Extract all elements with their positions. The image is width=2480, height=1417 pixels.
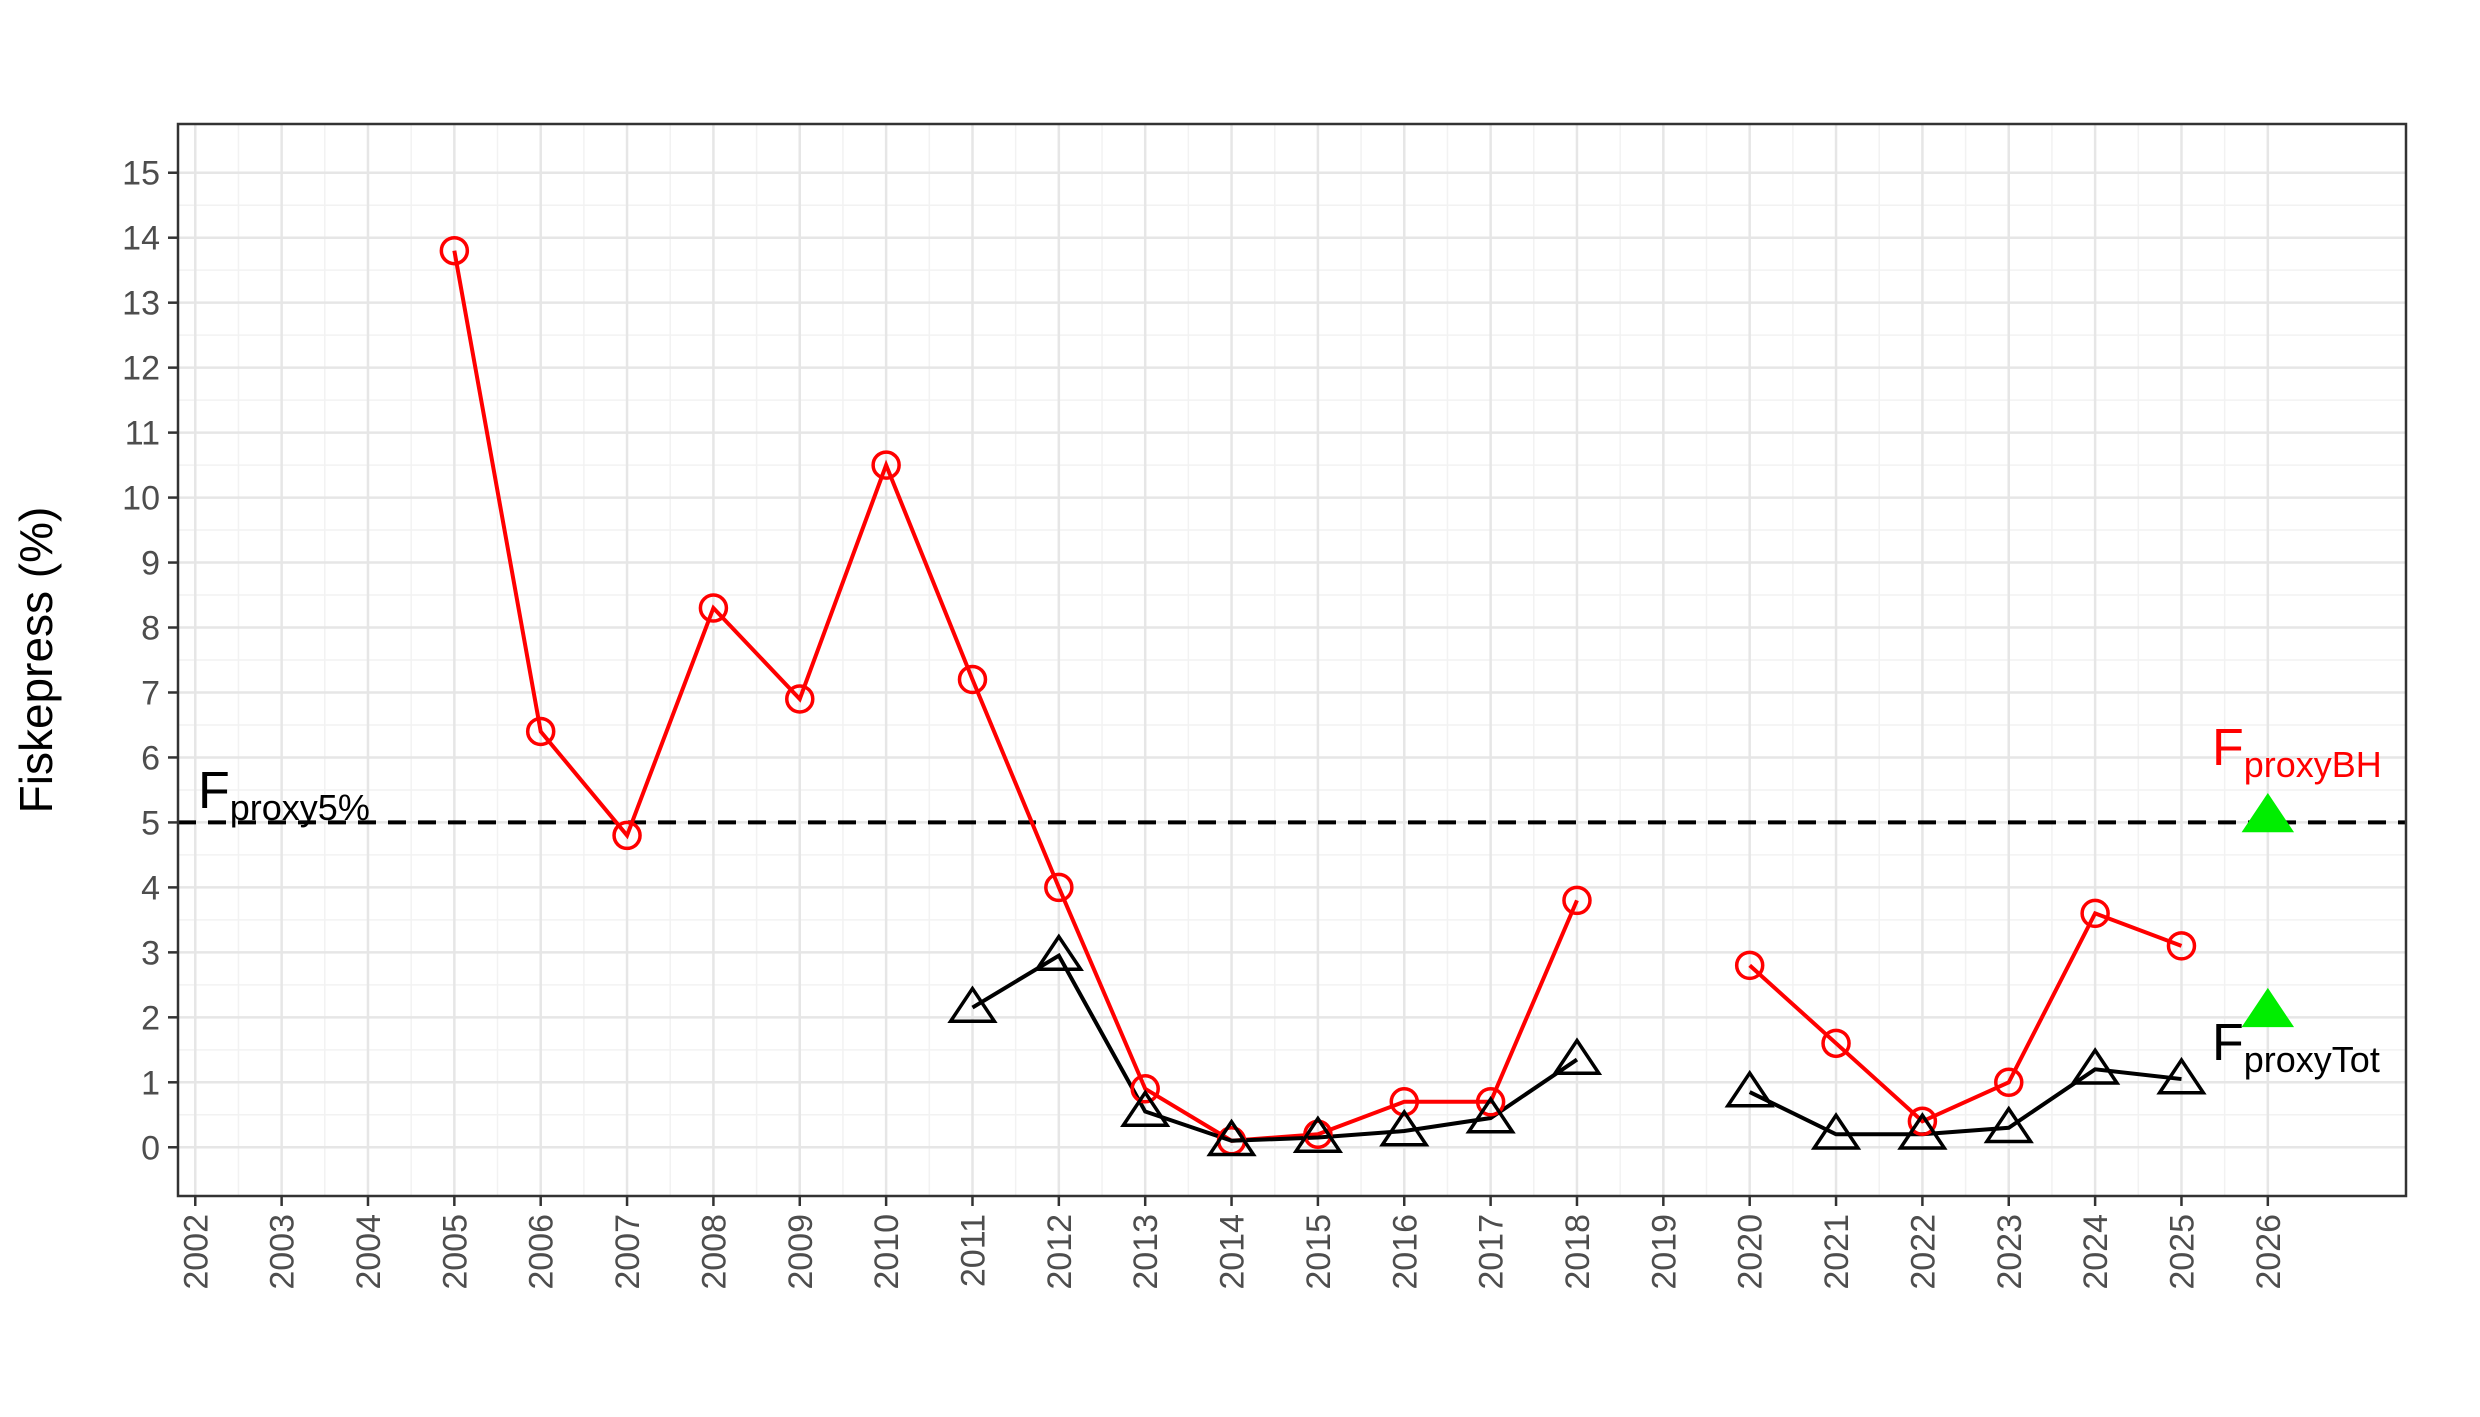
data-point-circle (2080, 898, 2110, 929)
y-tick-label: 12 (122, 350, 160, 388)
x-tick-label: 2008 (695, 1214, 733, 1290)
data-point-circle (698, 593, 729, 623)
data-point-triangle (1379, 1108, 1430, 1147)
data-point-circle (871, 450, 901, 480)
data-point-circle (785, 684, 815, 714)
x-tick-label: 2004 (350, 1214, 388, 1290)
data-point-triangle (947, 985, 998, 1024)
annotation-fproxybh: FproxyBH (2212, 719, 2382, 785)
x-tick-label: 2010 (868, 1214, 906, 1290)
y-tick-label: 0 (141, 1129, 160, 1167)
x-tick-label: 2021 (1818, 1214, 1856, 1290)
y-tick-label: 11 (125, 415, 160, 453)
x-tick-label: 2025 (2163, 1214, 2201, 1290)
x-tick-label: 2018 (1559, 1214, 1597, 1290)
y-tick-label: 9 (141, 545, 160, 583)
x-tick-label: 2005 (436, 1214, 474, 1290)
annotation-fproxybh-main: F (2212, 719, 2244, 777)
x-tick-label: 2009 (782, 1214, 820, 1290)
data-point-circle (1562, 885, 1592, 916)
x-tick-label: 2020 (1732, 1214, 1770, 1290)
y-tick-label: 5 (141, 804, 160, 842)
x-tick-label: 2006 (523, 1214, 561, 1290)
x-tick-label: 2015 (1300, 1214, 1338, 1290)
data-point-circle (957, 664, 988, 695)
x-tick-label: 2002 (177, 1214, 215, 1290)
annotation-fproxytot-main: F (2212, 1014, 2244, 1072)
data-point-circle (1044, 872, 1074, 903)
y-axis-title: Fiskepress (%) (10, 507, 62, 814)
reference-point-0 (2241, 793, 2295, 833)
data-point-triangle (2156, 1056, 2207, 1095)
annotation-fproxytot: FproxyTot (2212, 1014, 2380, 1080)
data-point-circle (612, 820, 642, 851)
data-point-circle (1130, 1074, 1160, 1104)
data-point-circle (439, 235, 470, 266)
data-point-triangle (2069, 1047, 2121, 1085)
y-tick-label: 7 (141, 674, 160, 712)
series-layer (439, 235, 2207, 1157)
y-tick-label: 1 (141, 1064, 160, 1102)
y-tick-label: 4 (141, 869, 160, 907)
reference-points-layer (2241, 793, 2295, 1028)
y-tick-label: 3 (141, 934, 160, 972)
data-point-circle (1475, 1087, 1506, 1117)
x-tick-label: 2003 (264, 1214, 302, 1290)
data-point-triangle (1033, 933, 1084, 972)
x-tick-label: 2016 (1386, 1214, 1424, 1290)
annotation-fproxytot-sub: proxyTot (2244, 1039, 2380, 1080)
x-tick-label: 2017 (1473, 1214, 1511, 1290)
data-point-triangle (1206, 1118, 1257, 1157)
x-tick-label: 2007 (609, 1214, 647, 1290)
series-line-0 (1748, 910, 2183, 1124)
x-tick-label: 2024 (2077, 1214, 2115, 1290)
y-tick-label: 15 (122, 155, 160, 193)
data-point-triangle (1897, 1112, 1948, 1150)
data-point-circle (1821, 1028, 1851, 1059)
x-tick-label: 2023 (1991, 1214, 2029, 1290)
x-tick-label: 2014 (1214, 1214, 1252, 1290)
data-point-circle (1994, 1067, 2024, 1098)
x-tick-label: 2022 (1904, 1214, 1942, 1290)
x-tick-label: 2013 (1127, 1214, 1165, 1290)
y-tick-label: 13 (122, 285, 160, 323)
x-tick-label: 2026 (2250, 1214, 2288, 1290)
y-tick-label: 10 (122, 480, 160, 518)
x-tick-label: 2011 (954, 1214, 992, 1287)
data-point-triangle (1292, 1115, 1344, 1153)
grid-major (178, 124, 2406, 1196)
annotation-fproxy5-sub: proxy5% (230, 787, 370, 828)
x-tick-label: 2012 (1041, 1214, 1079, 1290)
data-point-triangle (1810, 1112, 1862, 1150)
data-point-triangle (1983, 1105, 2034, 1144)
data-point-triangle (1465, 1095, 1516, 1134)
data-point-triangle (1120, 1089, 1171, 1127)
data-point-triangle (1724, 1069, 1775, 1108)
annotation-fproxy5-main: F (198, 762, 230, 820)
annotation-fproxybh-sub: proxyBH (2244, 744, 2382, 785)
x-tick-label: 2019 (1645, 1214, 1683, 1290)
data-point-circle (2166, 931, 2197, 961)
y-tick-label: 14 (122, 220, 160, 258)
y-tick-label: 2 (141, 999, 160, 1037)
series-line-0 (452, 250, 1579, 1143)
data-point-circle (525, 716, 556, 747)
y-tick-label: 6 (141, 739, 160, 777)
data-point-circle (1907, 1106, 1938, 1137)
data-point-triangle (1551, 1037, 1603, 1075)
data-point-circle (1734, 950, 1765, 981)
reference-point-1 (2241, 987, 2295, 1028)
annotation-fproxy5: Fproxy5% (198, 762, 370, 828)
y-tick-label: 8 (141, 610, 160, 648)
plot-panel-border (176, 122, 2408, 1198)
